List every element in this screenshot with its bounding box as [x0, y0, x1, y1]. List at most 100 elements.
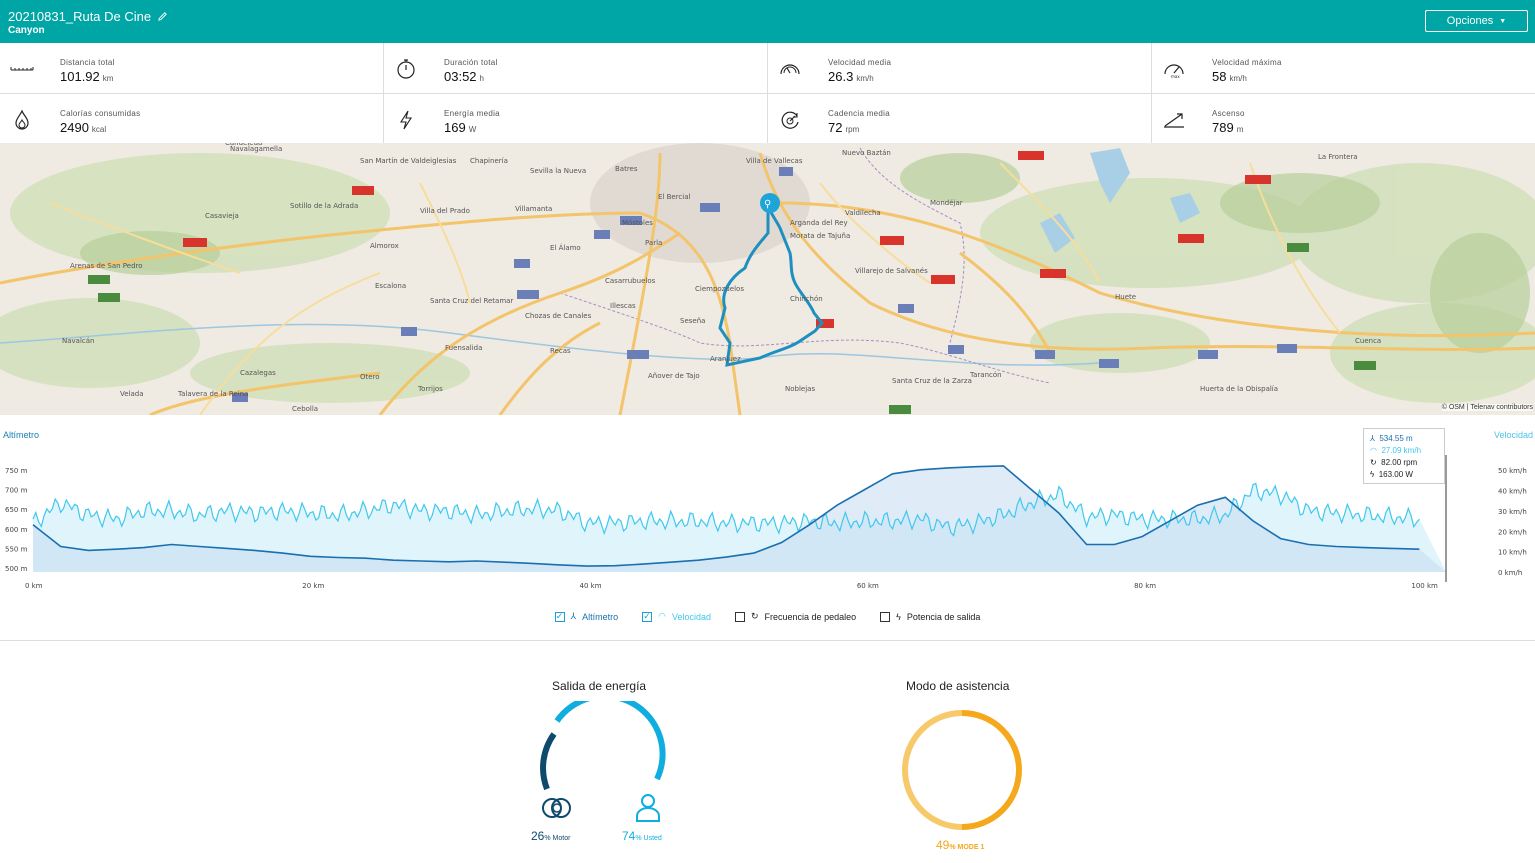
- map-place-label: Escalona: [375, 282, 406, 290]
- stat-label: Calorías consumidas: [60, 109, 141, 118]
- assist-title: Modo de asistencia: [906, 679, 1010, 693]
- stat-value: 101.92 km: [60, 69, 114, 84]
- map-place-label: Tarancón: [969, 371, 1002, 379]
- map-place-label: Parla: [645, 239, 662, 247]
- map-place-label: El Bercial: [658, 193, 691, 201]
- other-mode-arc: [902, 710, 963, 830]
- options-button[interactable]: Opciones ▼: [1425, 10, 1528, 32]
- altitude-area: [33, 465, 1446, 572]
- x-tick: 80 km: [1134, 582, 1156, 590]
- altitude-line: [32, 465, 1420, 567]
- map-place-label: Aranjuez: [710, 355, 741, 363]
- map-canvas[interactable]: ⚲ Móstoles Parla Villamanta Chapinería Naval…: [0, 143, 1535, 415]
- map-place-label: Chozas de Canales: [525, 312, 592, 320]
- stat-label: Velocidad máxima: [1212, 58, 1282, 67]
- stat-calories: Calorías consumidas 2490 kcal: [0, 94, 383, 144]
- svg-text:max: max: [1171, 74, 1180, 79]
- stat-avg-speed: Velocidad media 26.3 km/h: [768, 43, 1151, 93]
- map-place-label: Móstoles: [622, 219, 653, 227]
- y-left-tick: 500 m: [5, 565, 28, 573]
- map-place-label: Casarrubuelos: [605, 277, 656, 285]
- motor-share: 26% Motor: [531, 829, 571, 843]
- elevation-speed-chart[interactable]: Altímetro Velocidad 750 m 700 m 650 m 600 m…: [0, 415, 1535, 641]
- svg-text:⚲: ⚲: [764, 199, 771, 210]
- stopwatch-icon: [397, 59, 415, 79]
- map-place-label: Santa Cruz de la Zarza: [892, 377, 972, 385]
- map-place-label: Otero: [360, 373, 380, 381]
- stat-label: Cadencia media: [828, 109, 891, 118]
- stat-duration: Duración total 03:52 h: [384, 43, 767, 93]
- chart-legend: ✓ ⅄ Altímetro ✓ ◠ Velocidad ↻ Frecuencia…: [0, 611, 1535, 622]
- pencil-icon[interactable]: [157, 11, 168, 22]
- motor-icon: [542, 798, 571, 818]
- mode1-arc: [961, 710, 1022, 830]
- speed-icon: ◠: [658, 611, 666, 621]
- x-tick: 60 km: [857, 582, 879, 590]
- tooltip-altitude: ⅄ 534.55 m: [1370, 434, 1413, 443]
- speed-line: [32, 482, 1420, 537]
- legend-velocidad[interactable]: ✓ ◠ Velocidad: [642, 611, 711, 622]
- stat-value: 72 rpm: [828, 120, 860, 135]
- stat-label: Velocidad media: [828, 58, 892, 67]
- energy-gauge: [540, 701, 666, 791]
- map-place-label: Sotillo de la Adrada: [290, 202, 358, 210]
- map-place-label: Recas: [550, 347, 571, 355]
- activity-title: 20210831_Ruta De Cine: [8, 9, 168, 24]
- x-tick: 0 km: [25, 582, 43, 590]
- map-place-label: Chapinería: [470, 157, 508, 165]
- flame-icon: [15, 109, 29, 130]
- map-place-label: Casavieja: [205, 212, 239, 220]
- map-place-label: Morata de Tajuña: [790, 232, 850, 240]
- lightning-icon: ϟ: [896, 611, 901, 622]
- y-left-tick: 700 m: [5, 486, 28, 494]
- options-label: Opciones: [1446, 15, 1494, 27]
- legend-power[interactable]: ϟ Potencia de salida: [880, 611, 980, 622]
- y-left-tick: 650 m: [5, 506, 28, 514]
- legend-label: Velocidad: [671, 611, 711, 622]
- map-place-label: Villa del Prado: [420, 207, 470, 215]
- map-place-label: Huete: [1115, 293, 1136, 301]
- altimetro-axis-title: Altímetro: [3, 430, 40, 440]
- cadence-checkbox[interactable]: [734, 611, 745, 622]
- caret-down-icon: ▼: [1499, 17, 1507, 25]
- ascent-icon: [1164, 113, 1184, 128]
- x-tick: 100 km: [1411, 582, 1438, 590]
- map-place-label: Sevilla la Nueva: [530, 167, 586, 175]
- map-place-label: Chinchón: [790, 295, 823, 303]
- map-place-label: Mondéjar: [930, 199, 963, 207]
- map-place-label: Illescas: [610, 302, 636, 310]
- energy-title: Salida de energía: [552, 679, 647, 693]
- map-place-label: Valdilecha: [845, 209, 881, 217]
- y-right-tick: 30 km/h: [1498, 508, 1527, 516]
- stat-cadence: Cadencia media 72 rpm: [768, 94, 1151, 144]
- route-map[interactable]: ⚲ Móstoles Parla Villamanta Chapinería Naval…: [0, 143, 1535, 415]
- legend-cadence[interactable]: ↻ Frecuencia de pedaleo: [734, 611, 856, 622]
- user-arc: [554, 701, 666, 781]
- stat-ascent: Ascenso 789 m: [1152, 94, 1535, 144]
- velocidad-checkbox[interactable]: ✓: [642, 611, 653, 622]
- chart-svg[interactable]: 750 m 700 m 650 m 600 m 550 m 500 m 50 km/h 40 …: [0, 445, 1535, 630]
- lightning-icon: [399, 110, 413, 130]
- altimetro-checkbox[interactable]: ✓: [554, 611, 565, 622]
- map-place-label: Seseña: [680, 317, 705, 325]
- summary-panels: Salida de energía 26% Motor 74% Usted Mo…: [0, 641, 1535, 863]
- tooltip-cadence: ↻ 82.00 rpm: [1370, 458, 1418, 467]
- map-place-label: Talavera de la Reina: [177, 390, 248, 398]
- bike-marker[interactable]: [760, 193, 780, 213]
- map-place-label: Noblejas: [785, 385, 815, 393]
- mode1-share: 49% MODE 1: [936, 838, 985, 852]
- map-place-label: Torrijos: [417, 385, 443, 393]
- power-checkbox[interactable]: [880, 611, 891, 622]
- user-icon: [636, 794, 660, 822]
- legend-label: Potencia de salida: [906, 611, 981, 622]
- map-place-label: Villamanta: [515, 205, 552, 213]
- stat-distance: Distancia total 101.92 km: [0, 43, 383, 93]
- cadence-icon: [781, 111, 799, 129]
- user-share: 74% Usted: [622, 829, 662, 843]
- legend-altimetro[interactable]: ✓ ⅄ Altímetro: [554, 611, 618, 622]
- stat-value: 58 km/h: [1212, 69, 1247, 84]
- x-tick: 20 km: [302, 582, 324, 590]
- map-place-label: Almorox: [370, 242, 399, 250]
- altitude-icon: ⅄: [570, 611, 577, 621]
- y-right-tick: 0 km/h: [1498, 569, 1522, 577]
